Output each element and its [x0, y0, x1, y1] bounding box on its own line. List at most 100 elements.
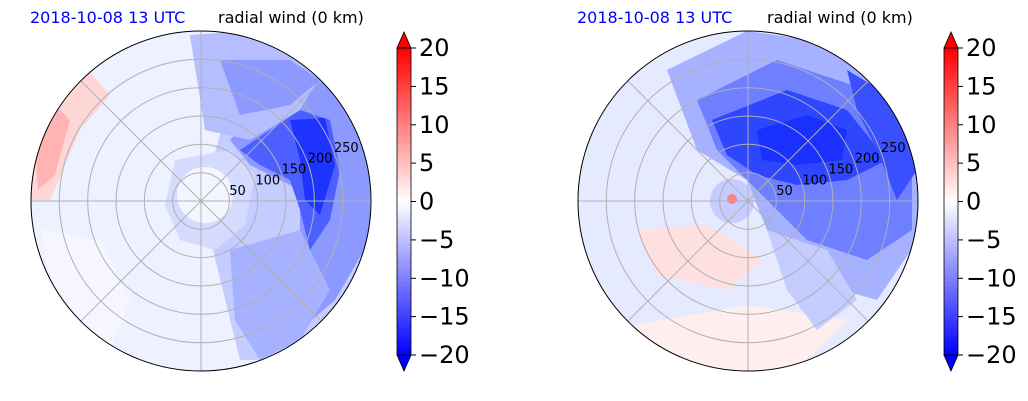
colorbar-segment [944, 117, 958, 122]
grid-spoke [747, 200, 869, 322]
colorbar-segment [944, 262, 958, 268]
colorbar-segment [397, 289, 411, 295]
colorbar-segment [944, 71, 958, 76]
colorbar-segment [944, 124, 958, 130]
colorbar-segment [944, 63, 958, 68]
colorbar-segment [397, 308, 411, 314]
colorbar-segment [944, 105, 958, 110]
colorbar-segment [397, 297, 411, 302]
grid-spoke [200, 200, 322, 322]
colorbar-segment [397, 216, 411, 222]
polar-grid [578, 31, 918, 371]
grid-spoke [80, 80, 202, 202]
colorbar-segment [944, 278, 958, 283]
colorbar-segment [944, 159, 958, 164]
colorbar-segment [397, 347, 411, 352]
colorbar-segment [397, 166, 411, 172]
colorbar-segment [944, 155, 958, 160]
colorbar-segment [944, 301, 958, 306]
colorbar-segment [944, 351, 958, 356]
colorbar-segment [944, 109, 958, 114]
colorbar-segment [944, 128, 958, 134]
colorbar-segment [397, 147, 411, 153]
colorbar-segment [397, 320, 411, 325]
colorbar-segment [944, 232, 958, 237]
colorbar-segment [397, 224, 411, 229]
colorbar-segment [397, 186, 411, 191]
colorbar-segment [944, 255, 958, 260]
colorbar-segment [944, 259, 958, 264]
colorbar-segment [397, 90, 411, 95]
colorbar-segment [944, 193, 958, 199]
grid-spoke [627, 200, 749, 322]
colorbar-segment [944, 289, 958, 295]
colorbar-segment [397, 151, 411, 157]
colorbar-segment [944, 328, 958, 333]
colorbar-segment [397, 247, 411, 252]
colorbar-segment [944, 335, 958, 341]
colorbar-segment [397, 259, 411, 264]
colorbar-segment [397, 262, 411, 268]
colorbar-segment [944, 224, 958, 229]
colorbar-segment [944, 293, 958, 299]
radial-tick-label: 250 [334, 141, 359, 156]
colorbar-segment [397, 63, 411, 68]
colorbar-segment [397, 82, 411, 87]
colorbar-segment [397, 316, 411, 322]
colorbar-segment [944, 182, 958, 187]
colorbar-segment [397, 155, 411, 160]
colorbar: 20 15 10 5 0 −5 −10 −15 −20 [396, 31, 470, 372]
colorbar-segment [944, 316, 958, 322]
chart-title-variable: radial wind (0 km) [218, 8, 364, 27]
colorbar-segment [944, 213, 958, 218]
colorbar-segment [944, 228, 958, 233]
colorbar-segment [397, 189, 411, 195]
colorbar-segment [397, 143, 411, 149]
colorbar-segment [397, 201, 411, 206]
colorbar-tick-label: 5 [419, 149, 434, 177]
colorbar-segment [944, 339, 958, 345]
colorbar-segment [397, 71, 411, 76]
colorbar-segment [397, 331, 411, 337]
colorbar-segment [944, 143, 958, 149]
grid-spoke [747, 80, 869, 202]
colorbar-segment [944, 216, 958, 222]
colorbar-segment [944, 120, 958, 126]
colorbar-segment [397, 328, 411, 333]
colorbar-segment [397, 193, 411, 199]
radial-tick-label: 150 [282, 163, 307, 178]
colorbar-segment [397, 182, 411, 187]
colorbar-segment [944, 205, 958, 210]
colorbar-segment [397, 163, 411, 168]
radial-tick-label: 100 [802, 173, 827, 188]
colorbar-segment [944, 189, 958, 195]
colorbar-segment [944, 90, 958, 95]
colorbar-segment [944, 308, 958, 314]
colorbar-segment [944, 55, 958, 61]
colorbar-segment [944, 170, 958, 176]
colorbar-segment [944, 209, 958, 214]
colorbar-segment [944, 78, 958, 84]
colorbar-segment [397, 51, 411, 57]
colorbar-tick-label: −5 [419, 226, 454, 254]
radial-tick-label: 50 [229, 184, 246, 199]
colorbar-segment [944, 48, 958, 53]
chart-panel-left: 2018-10-08 13 UTC radial wind (0 km) [30, 8, 470, 372]
colorbar-segment [397, 59, 411, 64]
colorbar-tick-label: −20 [966, 341, 1017, 369]
colorbar-segment [397, 48, 411, 53]
colorbar-extend-max [943, 31, 959, 49]
colorbar-segment [397, 55, 411, 61]
colorbar-segment [397, 105, 411, 110]
colorbar-segment [944, 266, 958, 272]
colorbar-segment [397, 239, 411, 245]
colorbar-segment [397, 132, 411, 137]
colorbar-segment [944, 101, 958, 107]
colorbar-segment [944, 239, 958, 245]
colorbar-tick-label: 20 [419, 34, 450, 62]
colorbar-segment [397, 285, 411, 291]
colorbar-segment [944, 166, 958, 172]
